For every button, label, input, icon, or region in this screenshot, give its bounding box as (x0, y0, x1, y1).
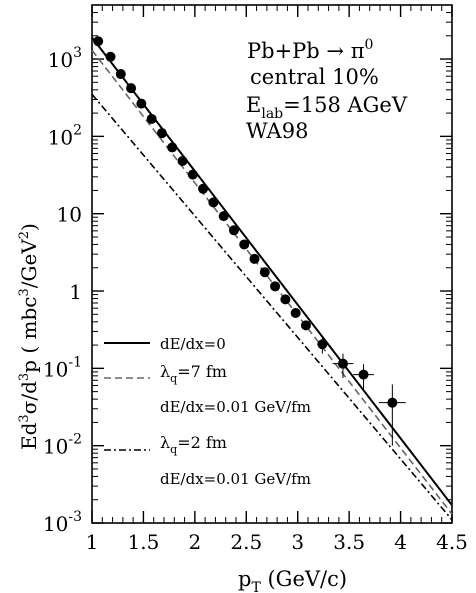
y-tick-label: 103 (48, 45, 82, 72)
y-tick-label: 10-1 (43, 354, 82, 381)
data-point (105, 51, 116, 62)
data-point (115, 69, 126, 80)
data-point (136, 98, 147, 109)
data-point (218, 211, 229, 222)
data-point (249, 253, 260, 264)
data-point (156, 128, 167, 139)
annotation: Pb+Pb → π0 central 10% Elab=158 AGeV WA9… (246, 37, 408, 143)
curve-dashdot (91, 93, 453, 521)
data-point (358, 369, 369, 380)
x-tick-label: 3.5 (333, 530, 365, 554)
annotation-experiment: WA98 (246, 119, 308, 143)
x-axis-ticks: 1 1.5 2 2.5 3 3.5 4 4.5 (86, 5, 468, 554)
y-axis-label: Ed3σ/d3p ( mbc3/GeV2) (17, 223, 41, 450)
data-point (146, 113, 157, 124)
annotation-reaction: Pb+Pb → π0 (247, 37, 373, 63)
y-tick-label: 10 (57, 203, 82, 227)
x-tick-label: 1.5 (128, 530, 160, 554)
x-axis-label: pT (GeV/c) (238, 567, 347, 593)
legend-dashdot-label: λq=2 fm (160, 433, 227, 456)
data-points (93, 36, 406, 446)
data-point (198, 183, 209, 194)
x-tick-label: 3 (291, 530, 304, 554)
plot-frame (91, 4, 453, 524)
x-tick-label: 4 (394, 530, 407, 554)
legend-dashdot-label-2: dE/dx=0.01 GeV/fm (160, 470, 311, 488)
y-tick-label: 10-2 (43, 432, 82, 459)
legend-dashed-label: λq=7 fm (160, 362, 227, 385)
data-point (93, 36, 104, 47)
y-tick-label: 102 (48, 122, 82, 149)
data-point (259, 267, 270, 278)
data-point (270, 281, 281, 292)
x-tick-label: 4.5 (436, 530, 468, 554)
data-point (337, 358, 348, 369)
data-point (187, 169, 198, 180)
data-point (290, 307, 301, 318)
data-point (387, 397, 398, 408)
data-point (239, 239, 250, 250)
legend-solid-label: dE/dx=0 (160, 335, 226, 353)
data-point (228, 225, 239, 236)
x-tick-label: 1 (86, 530, 99, 554)
data-point (317, 339, 328, 350)
legend-dashed-label-2: dE/dx=0.01 GeV/fm (160, 398, 311, 416)
y-tick-label: 1 (69, 280, 82, 304)
data-point (126, 83, 137, 94)
legend: dE/dx=0 λq=7 fm dE/dx=0.01 GeV/fm λq=2 f… (104, 335, 311, 488)
data-point (300, 320, 311, 331)
data-point (177, 156, 188, 167)
annotation-centrality: central 10% (250, 65, 379, 89)
x-tick-label: 2 (188, 530, 201, 554)
annotation-energy: Elab=158 AGeV (246, 93, 408, 122)
data-point (280, 294, 291, 305)
y-tick-label: 10-3 (43, 509, 82, 536)
data-point (167, 142, 178, 153)
x-tick-label: 2.5 (230, 530, 262, 554)
data-point (208, 197, 219, 208)
